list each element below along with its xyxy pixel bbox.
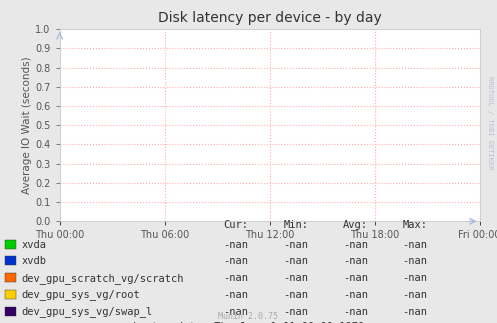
Text: -nan: -nan [403, 307, 427, 317]
Text: -nan: -nan [224, 256, 248, 266]
Text: -nan: -nan [343, 307, 368, 317]
Text: -nan: -nan [224, 273, 248, 283]
Text: dev_gpu_scratch_vg/scratch: dev_gpu_scratch_vg/scratch [22, 273, 184, 284]
Text: Min:: Min: [283, 220, 308, 230]
Title: Disk latency per device - by day: Disk latency per device - by day [158, 11, 382, 25]
Text: -nan: -nan [403, 290, 427, 300]
Text: -nan: -nan [343, 290, 368, 300]
Text: -nan: -nan [403, 240, 427, 249]
Text: -nan: -nan [283, 256, 308, 266]
Text: dev_gpu_sys_vg/root: dev_gpu_sys_vg/root [22, 289, 141, 300]
Text: dev_gpu_sys_vg/swap_l: dev_gpu_sys_vg/swap_l [22, 306, 153, 317]
Text: -nan: -nan [283, 273, 308, 283]
Text: -nan: -nan [224, 290, 248, 300]
Text: -nan: -nan [343, 240, 368, 249]
Text: -nan: -nan [224, 240, 248, 249]
Text: -nan: -nan [224, 307, 248, 317]
Text: Munin 2.0.75: Munin 2.0.75 [219, 312, 278, 321]
Text: -nan: -nan [283, 240, 308, 249]
Text: -nan: -nan [343, 273, 368, 283]
Text: Last update: Thu Jan  1 01:00:00 1970: Last update: Thu Jan 1 01:00:00 1970 [133, 322, 364, 323]
Text: -nan: -nan [283, 307, 308, 317]
Text: -nan: -nan [403, 256, 427, 266]
Text: -nan: -nan [283, 290, 308, 300]
Y-axis label: Average IO Wait (seconds): Average IO Wait (seconds) [22, 56, 32, 194]
Text: Avg:: Avg: [343, 220, 368, 230]
Text: -nan: -nan [403, 273, 427, 283]
Text: -nan: -nan [343, 256, 368, 266]
Text: xvda: xvda [22, 240, 47, 249]
Text: RRDTOOL / TOBI OETIKER: RRDTOOL / TOBI OETIKER [487, 76, 493, 170]
Text: Cur:: Cur: [224, 220, 248, 230]
Text: Max:: Max: [403, 220, 427, 230]
Text: xvdb: xvdb [22, 256, 47, 266]
